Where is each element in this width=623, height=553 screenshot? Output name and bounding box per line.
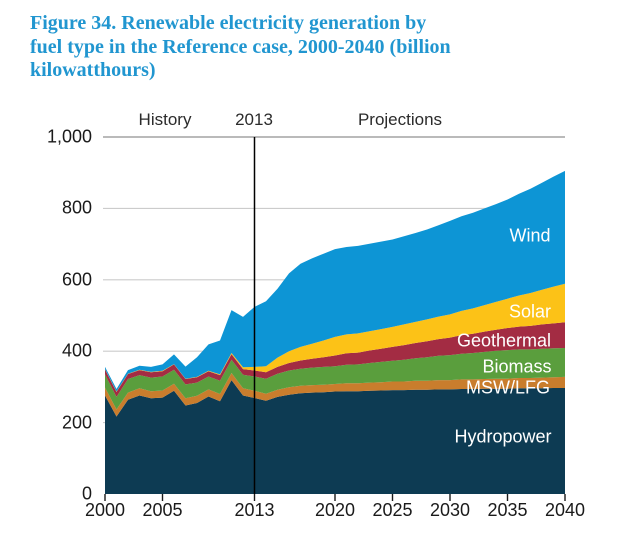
x-tick-label-2005: 2005 xyxy=(142,500,183,520)
series-label-wind: Wind xyxy=(509,225,551,246)
x-tick-label-2035: 2035 xyxy=(487,500,528,520)
x-tick-label-2025: 2025 xyxy=(372,500,413,520)
figure-title: Figure 34. Renewable electricity generat… xyxy=(30,12,575,83)
figure-title-line-1: Figure 34. Renewable electricity generat… xyxy=(30,12,427,34)
figure-title-line-3: kilowatthours) xyxy=(30,59,156,82)
x-tick-label-2013: 2013 xyxy=(234,500,275,520)
y-tick-label-200: 200 xyxy=(61,412,92,433)
area-hydropower xyxy=(105,380,565,494)
x-tick-label-2030: 2030 xyxy=(429,500,471,520)
area-msw-lfg xyxy=(105,373,565,417)
x-tick-label-2040: 2040 xyxy=(544,500,586,520)
history-period-label: History xyxy=(138,110,192,129)
figure-title-line-2: fuel type in the Reference case, 2000-20… xyxy=(30,35,451,58)
area-wind xyxy=(105,170,565,392)
series-label-solar: Solar xyxy=(508,301,552,322)
x-tick-label-2020: 2020 xyxy=(314,500,356,520)
projections-period-label: Projections xyxy=(357,110,443,129)
area-geothermal xyxy=(105,322,565,397)
y-tick-label-800: 800 xyxy=(61,197,92,218)
y-tick-label-1000: 1,000 xyxy=(46,126,92,147)
series-label-biomass: Biomass xyxy=(482,356,552,377)
divider-year-label: 2013 xyxy=(235,110,273,129)
y-tick-label-400: 400 xyxy=(61,340,92,361)
y-tick-label-0: 0 xyxy=(81,483,92,504)
area-biomass xyxy=(105,348,565,410)
series-label-geothermal: Geothermal xyxy=(456,330,552,351)
area-solar xyxy=(105,283,565,392)
series-label-hydropower: Hydropower xyxy=(454,426,552,447)
series-label-msw-lfg: MSW/LFG xyxy=(466,377,550,398)
y-tick-label-600: 600 xyxy=(61,269,92,290)
x-tick-label-2000: 2000 xyxy=(84,500,126,520)
